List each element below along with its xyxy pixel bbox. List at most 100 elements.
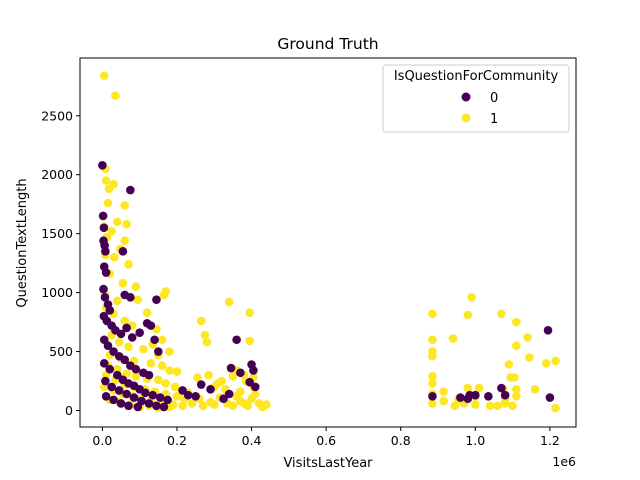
- data-point: [172, 392, 182, 401]
- data-point: [508, 401, 517, 411]
- data-point: [484, 392, 493, 401]
- data-point: [541, 359, 551, 368]
- data-point: [107, 227, 116, 236]
- data-point: [249, 366, 258, 375]
- data-point: [157, 361, 167, 370]
- data-point: [493, 401, 502, 411]
- data-point: [500, 399, 510, 408]
- data-point: [144, 370, 154, 380]
- data-point: [163, 395, 172, 405]
- data-point: [551, 403, 560, 413]
- data-point: [428, 379, 437, 388]
- data-point: [122, 323, 131, 333]
- data-point: [172, 367, 182, 376]
- data-point: [512, 384, 521, 394]
- legend-marker-0: [461, 92, 471, 102]
- data-point: [131, 372, 141, 381]
- legend: IsQuestionForCommunity 0 1: [382, 64, 570, 133]
- data-point: [124, 401, 133, 411]
- data-point: [142, 308, 152, 317]
- data-point: [504, 360, 514, 369]
- x-axis-offset-text: 1e6: [552, 454, 576, 469]
- data-point: [101, 376, 110, 386]
- data-point: [112, 217, 122, 227]
- data-point: [99, 359, 109, 368]
- data-point: [159, 290, 169, 300]
- data-point: [525, 353, 534, 362]
- data-point: [146, 359, 156, 368]
- data-point: [428, 335, 437, 345]
- data-point: [217, 376, 227, 386]
- data-point: [122, 219, 131, 229]
- data-point: [193, 373, 202, 382]
- data-point: [471, 390, 480, 400]
- data-point: [133, 402, 143, 412]
- data-point: [485, 401, 495, 411]
- data-point: [144, 399, 154, 408]
- data-point: [510, 373, 519, 382]
- data-point: [178, 401, 187, 411]
- data-point: [105, 305, 115, 315]
- data-point: [127, 333, 137, 342]
- y-tick-label: 1500: [41, 226, 73, 241]
- data-point: [110, 252, 119, 262]
- data-point: [103, 341, 113, 350]
- data-point: [250, 382, 260, 392]
- data-point: [118, 247, 128, 256]
- data-point: [161, 379, 171, 388]
- data-point: [232, 335, 241, 345]
- data-point: [530, 384, 540, 394]
- data-point: [226, 363, 236, 373]
- data-point: [98, 211, 108, 221]
- data-point: [448, 334, 458, 343]
- data-point: [120, 236, 130, 246]
- data-point: [439, 396, 448, 406]
- data-point: [250, 389, 260, 399]
- data-point: [118, 278, 128, 288]
- x-tick-label: 1.0: [465, 433, 485, 448]
- data-point: [200, 330, 210, 340]
- data-point: [116, 329, 126, 339]
- data-point: [262, 400, 271, 409]
- data-point: [120, 355, 130, 365]
- data-point: [187, 399, 197, 408]
- x-axis: 0.0 0.2 0.4 0.6 0.8 1.0 1.2: [92, 427, 560, 448]
- x-tick-label: 0.4: [242, 433, 262, 448]
- data-point: [165, 366, 174, 375]
- data-point: [196, 380, 206, 389]
- data-point: [131, 364, 141, 374]
- data-point: [170, 382, 180, 392]
- data-point: [191, 392, 200, 401]
- data-point: [111, 91, 120, 101]
- data-point: [105, 364, 115, 374]
- data-point: [99, 71, 109, 80]
- data-point: [439, 387, 448, 396]
- x-tick-label: 0.6: [316, 433, 336, 448]
- data-point: [183, 390, 193, 400]
- data-point: [124, 260, 133, 269]
- data-point: [245, 336, 254, 346]
- legend-title: IsQuestionForCommunity: [394, 69, 559, 84]
- data-point: [131, 282, 141, 292]
- data-point: [428, 309, 437, 319]
- y-axis: 0 500 1000 1500 2000 2500: [41, 108, 80, 418]
- data-point: [100, 293, 110, 302]
- data-point: [523, 333, 532, 342]
- y-tick-label: 2000: [41, 167, 73, 182]
- data-point: [209, 400, 219, 409]
- y-tick-label: 500: [49, 344, 73, 359]
- data-point: [120, 316, 130, 326]
- data-point: [500, 390, 510, 400]
- data-point: [114, 337, 124, 347]
- data-point: [103, 198, 113, 208]
- data-point: [236, 368, 245, 378]
- data-point: [545, 393, 555, 402]
- data-point: [107, 382, 116, 392]
- data-point: [245, 308, 254, 317]
- data-point: [243, 401, 253, 411]
- data-point: [104, 184, 114, 194]
- y-tick-label: 2500: [41, 108, 73, 123]
- data-point: [112, 364, 122, 374]
- data-point: [224, 297, 234, 307]
